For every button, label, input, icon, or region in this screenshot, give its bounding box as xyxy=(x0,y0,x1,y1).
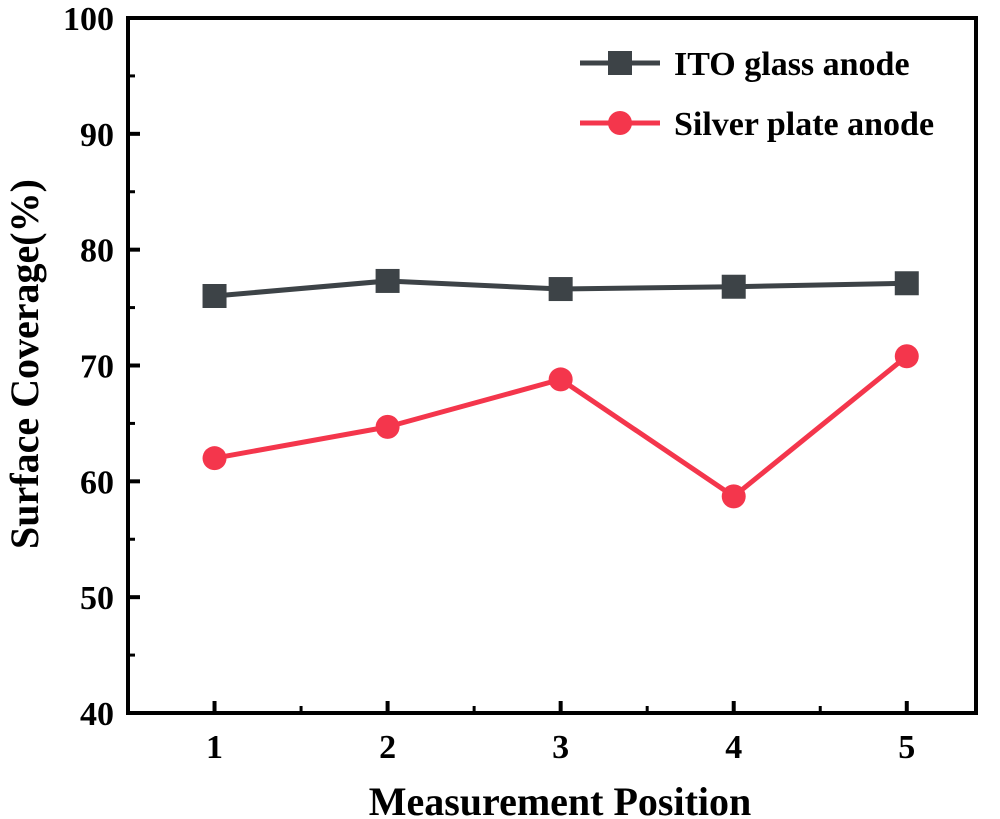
data-point xyxy=(894,271,919,296)
data-point xyxy=(548,367,573,392)
y-tick-label: 100 xyxy=(63,1,114,38)
legend-label: ITO glass anode xyxy=(674,46,910,83)
data-point xyxy=(202,284,227,308)
legend-item: ITO glass anode xyxy=(580,46,910,83)
y-axis-title: Surface Coverage(%) xyxy=(2,179,47,549)
x-tick-label: 4 xyxy=(725,729,742,766)
series-2 xyxy=(202,344,919,509)
data-point xyxy=(721,274,746,299)
x-axis-ticks: 1 2 3 4 5 xyxy=(206,701,915,766)
y-tick-label: 70 xyxy=(80,349,114,386)
data-point xyxy=(375,268,400,293)
x-tick-label: 3 xyxy=(552,729,569,766)
data-point xyxy=(202,446,227,471)
series-1 xyxy=(202,268,919,308)
x-tick-label: 2 xyxy=(379,729,396,766)
legend-marker xyxy=(608,51,632,75)
y-axis-ticks: 40 50 60 70 80 90 100 xyxy=(63,1,140,733)
legend-marker xyxy=(608,111,632,135)
data-point xyxy=(548,277,573,302)
x-tick-label: 1 xyxy=(206,729,223,766)
legend: ITO glass anode Silver plate anode xyxy=(580,46,934,143)
y-tick-label: 40 xyxy=(80,696,114,733)
legend-item: Silver plate anode xyxy=(580,106,934,143)
data-point xyxy=(894,344,919,369)
data-point xyxy=(375,414,400,439)
data-point xyxy=(721,484,746,509)
series-layer xyxy=(202,268,919,509)
legend-label: Silver plate anode xyxy=(674,106,934,143)
y-tick-label: 60 xyxy=(80,464,114,501)
x-axis-title: Measurement Position xyxy=(369,779,752,819)
y-tick-label: 50 xyxy=(80,580,114,617)
x-tick-label: 5 xyxy=(898,729,915,766)
y-tick-label: 90 xyxy=(80,117,114,154)
y-tick-label: 80 xyxy=(80,233,114,270)
